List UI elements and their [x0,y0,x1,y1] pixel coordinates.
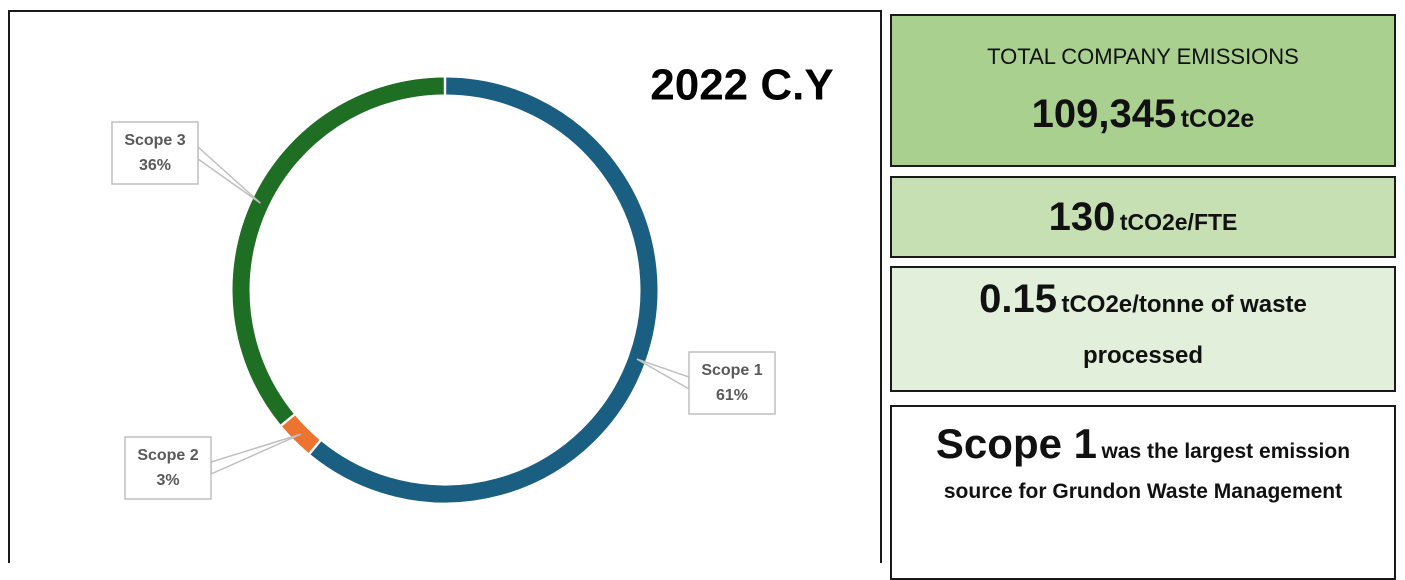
total-emissions-panel: TOTAL COMPANY EMISSIONS 109,345 tCO2e [890,14,1396,167]
per-tonne-panel: 0.15 tCO2e/tonne of waste processed [890,266,1396,392]
data-label-box [111,121,199,185]
data-label-value: 3% [156,472,179,489]
per-fte-panel: 130 tCO2e/FTE [890,176,1396,258]
data-label-value: 36% [139,157,171,174]
data-label-value: 61% [716,387,748,404]
data-label-box [688,351,776,415]
panel-unit: was the largest emission source for Grun… [943,440,1351,503]
panel-unit: tCO2e [1180,105,1255,133]
panel-unit: tCO2e/tonne of waste processed [1061,291,1307,369]
chart-title: 2022 C.Y [650,61,833,110]
panel-value-row: 130 tCO2e/FTE [1049,195,1238,240]
data-label-category: Scope 2 [137,447,198,464]
data-label-category: Scope 1 [701,362,762,379]
panel-value: 109,345 [1031,92,1177,136]
panel-heading: TOTAL COMPANY EMISSIONS [987,44,1299,69]
data-label-category: Scope 3 [124,132,185,149]
data-label-box [124,436,212,500]
page: 2022 C.Y Scope 1 61% Scope 2 3% Scope 3 36% T… [8,10,1396,580]
panel-unit: tCO2e/FTE [1119,208,1238,235]
chart: 2022 C.Y Scope 1 61% Scope 2 3% Scope 3 36% [8,10,882,563]
summary-panel: Scope 1 was the largest emission source … [890,405,1396,580]
panel-value: Scope 1 [935,420,1097,467]
panel-value: 0.15 [979,277,1058,321]
panel-value-row: 0.15 tCO2e/tonne of waste processed [923,275,1363,383]
panel-value-row: Scope 1 was the largest emission source … [913,423,1373,513]
panel-value: 130 [1048,194,1116,239]
donut-segment [232,77,444,425]
panel-value-row: 109,345 tCO2e [1032,92,1255,137]
